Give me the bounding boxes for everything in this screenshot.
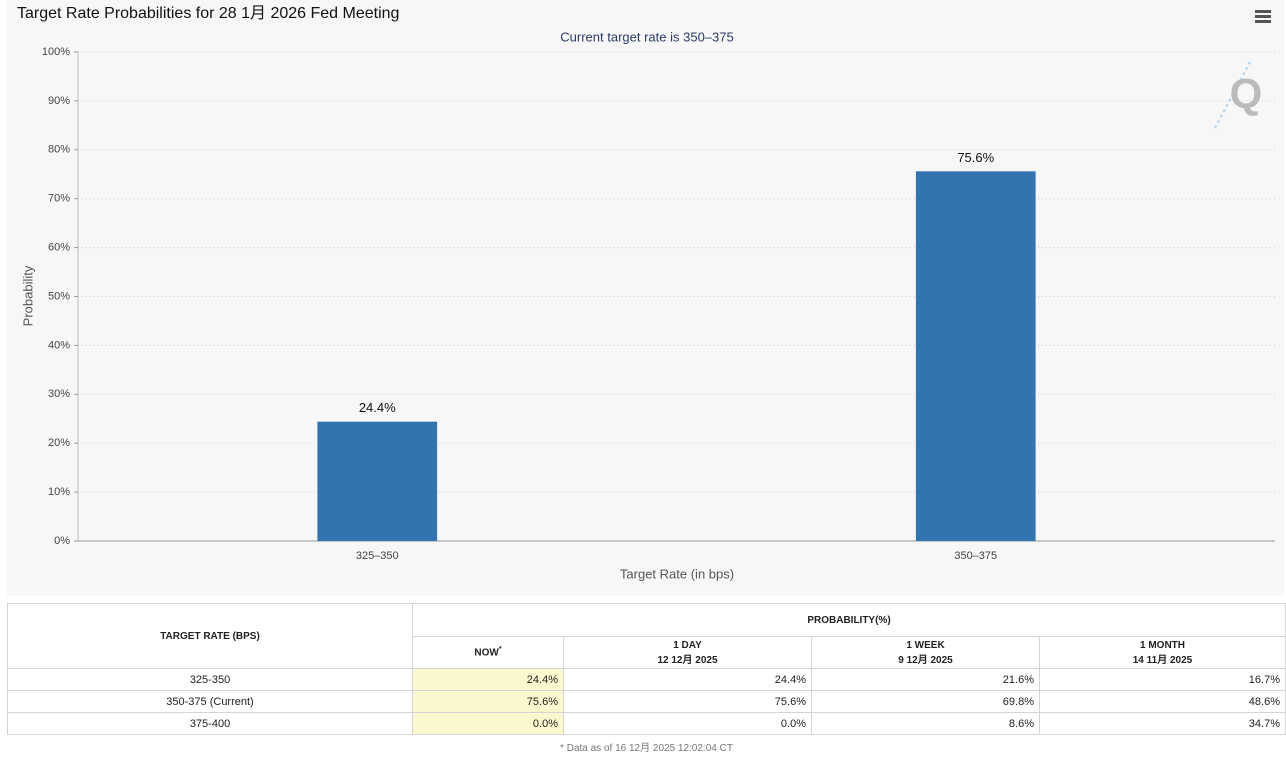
rate-cell: 375-400	[8, 713, 413, 735]
probability-table: TARGET RATE (BPS)PROBABILITY(%)NOW*1 DAY…	[7, 603, 1286, 757]
header-row: TARGET RATE (BPS)PROBABILITY(%)	[8, 604, 1286, 637]
menu-bar[interactable]	[1255, 15, 1271, 18]
y-tick-label: 30%	[48, 388, 70, 400]
y-tick-label: 60%	[48, 242, 70, 254]
y-axis-title: Probability	[20, 265, 35, 326]
y-tick-label: 100%	[42, 46, 70, 58]
data-label: 24.4%	[359, 400, 396, 415]
y-tick-label: 10%	[48, 486, 70, 498]
table-body: TARGET RATE (BPS)PROBABILITY(%)NOW*1 DAY…	[8, 604, 1286, 757]
footnote-row: * Data as of 16 12月 2025 12:02:04 CT	[8, 735, 1286, 757]
column-label: 1 MONTH	[1140, 640, 1185, 651]
probability-cell: 34.7%	[1040, 713, 1286, 735]
probability-cell: 75.6%	[413, 691, 564, 713]
y-tick-label: 80%	[48, 144, 70, 156]
chart-subtitle: Current target rate is 350–375	[560, 29, 733, 44]
table-row: 350-375 (Current)75.6%75.6%69.8%48.6%	[8, 691, 1286, 713]
header-cell: 1 DAY 12 12月 2025	[564, 637, 812, 669]
probability-cell: 75.6%	[564, 691, 812, 713]
header-cell: NOW*	[413, 637, 564, 669]
header-cell: PROBABILITY(%)	[413, 604, 1286, 637]
header-cell: TARGET RATE (BPS)	[8, 604, 413, 669]
column-label: 1 WEEK	[906, 640, 944, 651]
probability-cell: 8.6%	[812, 713, 1040, 735]
bar	[916, 171, 1036, 541]
column-note: *	[499, 646, 502, 653]
header-cell: 1 MONTH 14 11月 2025	[1040, 637, 1286, 669]
x-tick-label: 325–350	[356, 550, 399, 562]
chart-background	[7, 0, 1284, 596]
menu-bar[interactable]	[1255, 20, 1271, 23]
column-label: NOW	[474, 648, 498, 659]
probability-cell: 0.0%	[413, 713, 564, 735]
x-axis-title: Target Rate (in bps)	[620, 566, 734, 581]
column-date: 14 11月 2025	[1133, 655, 1193, 666]
data-label: 75.6%	[957, 150, 994, 165]
column-label: 1 DAY	[673, 640, 702, 651]
y-tick-label: 90%	[48, 95, 70, 107]
y-tick-label: 40%	[48, 339, 70, 351]
chart: Target Rate Probabilities for 28 1月 2026…	[0, 0, 1286, 598]
probability-cell: 24.4%	[413, 669, 564, 691]
y-tick-label: 50%	[48, 290, 70, 302]
header-cell: 1 WEEK 9 12月 2025	[812, 637, 1040, 669]
rate-cell: 350-375 (Current)	[8, 691, 413, 713]
y-tick-label: 20%	[48, 437, 70, 449]
menu-bar[interactable]	[1255, 10, 1271, 13]
probability-cell: 0.0%	[564, 713, 812, 735]
logo-text: Q	[1230, 70, 1263, 117]
probability-cell: 69.8%	[812, 691, 1040, 713]
probability-cell: 16.7%	[1040, 669, 1286, 691]
footnote: * Data as of 16 12月 2025 12:02:04 CT	[8, 735, 1286, 757]
rate-cell: 325-350	[8, 669, 413, 691]
probability-cell: 24.4%	[564, 669, 812, 691]
column-date: 9 12月 2025	[898, 655, 953, 666]
y-tick-label: 70%	[48, 193, 70, 205]
chart-title: Target Rate Probabilities for 28 1月 2026…	[17, 5, 399, 22]
probability-cell: 48.6%	[1040, 691, 1286, 713]
probability-cell: 21.6%	[812, 669, 1040, 691]
column-date: 12 12月 2025	[657, 655, 717, 666]
menu-button[interactable]	[1255, 10, 1271, 23]
y-tick-label: 0%	[54, 535, 70, 547]
x-tick-label: 350–375	[954, 550, 997, 562]
bar	[317, 422, 437, 541]
